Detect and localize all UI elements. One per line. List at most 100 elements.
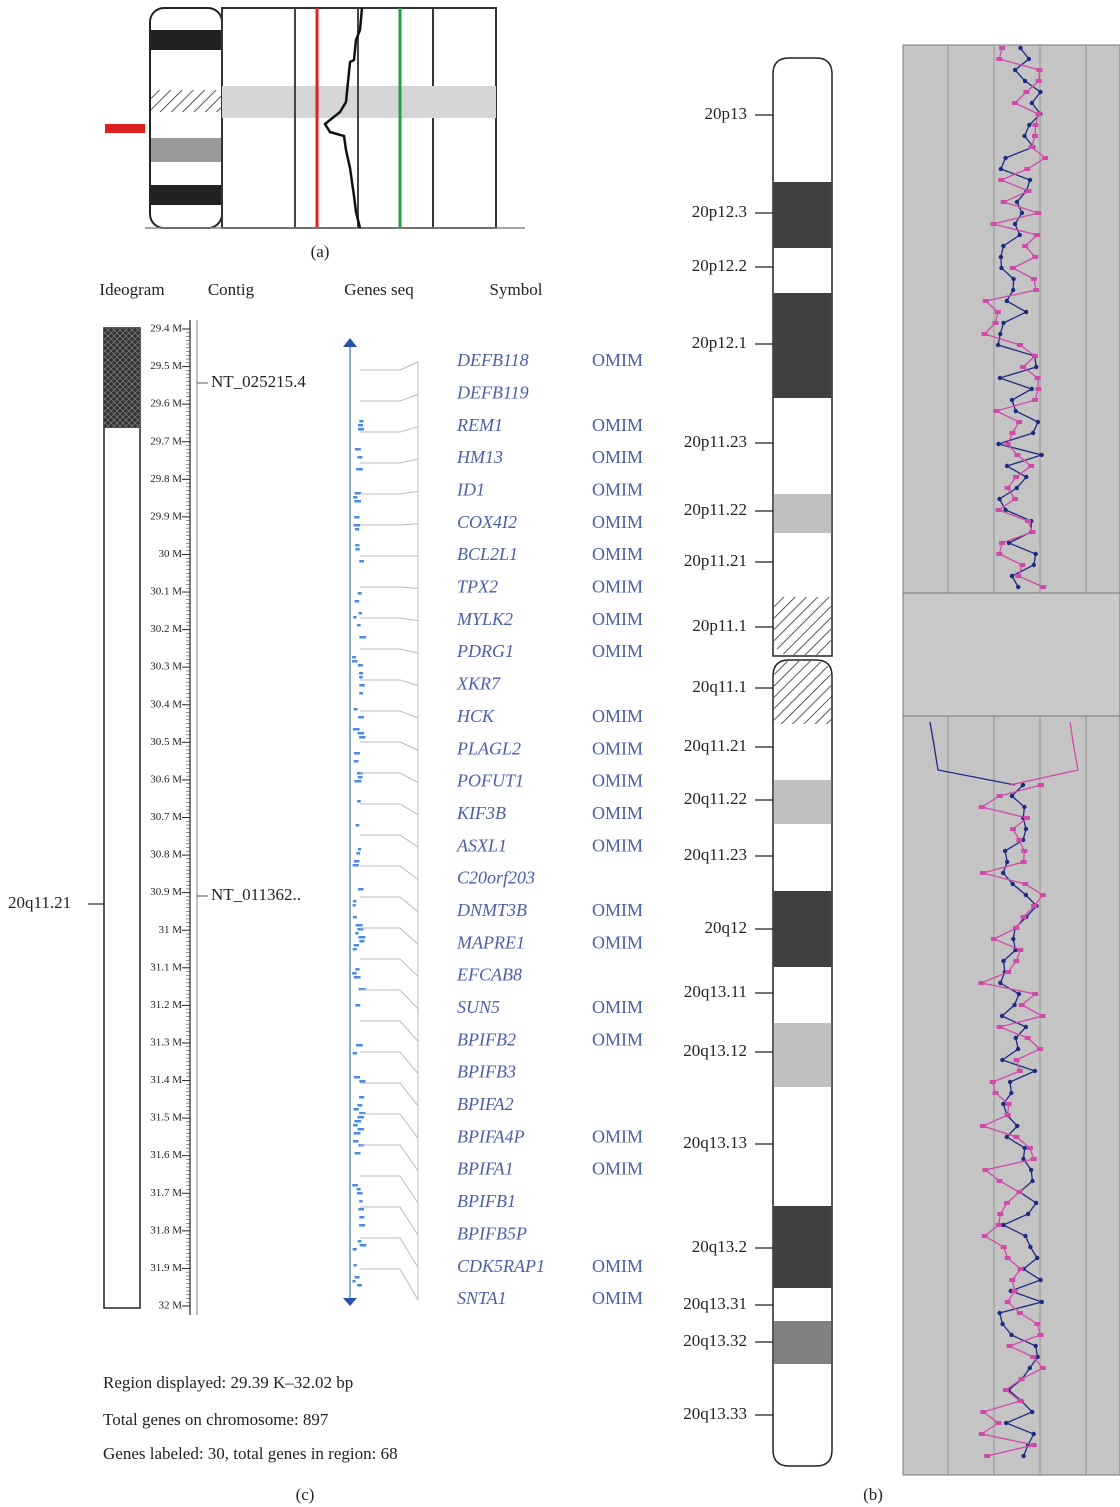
trace-point	[1020, 860, 1027, 864]
scale-label: 30.3 M	[150, 661, 182, 673]
trace-point	[1011, 101, 1018, 105]
trace-point	[1037, 783, 1044, 787]
omim-link[interactable]: OMIM	[592, 447, 643, 467]
gene-connector	[360, 772, 419, 783]
gene-symbol: COX4I2	[457, 512, 517, 532]
omim-link[interactable]: OMIM	[592, 480, 643, 500]
trace-point	[1004, 1201, 1011, 1205]
arrow	[343, 338, 357, 347]
gene-connector	[360, 834, 419, 848]
trace-point	[1023, 1024, 1029, 1030]
seq-blip	[353, 524, 361, 527]
omim-link[interactable]: OMIM	[592, 512, 643, 532]
seq-blip	[357, 800, 361, 803]
trace-point	[1024, 474, 1029, 480]
trace-point	[1017, 1399, 1024, 1403]
trace-point	[1011, 936, 1016, 942]
seq-blip	[356, 772, 363, 775]
gene-connector	[360, 927, 419, 945]
trace-point	[1023, 309, 1029, 315]
omim-link[interactable]: OMIM	[592, 738, 643, 758]
trace-point	[1029, 100, 1035, 106]
trace-point	[1004, 1134, 1009, 1140]
seq-blip	[359, 684, 365, 687]
omim-link[interactable]: OMIM	[592, 1159, 643, 1179]
seq-blip	[359, 1200, 363, 1203]
gene-symbol: POFUT1	[456, 771, 524, 791]
omim-link[interactable]: OMIM	[592, 544, 643, 564]
omim-link[interactable]: OMIM	[592, 1288, 643, 1308]
omim-link[interactable]: OMIM	[592, 803, 643, 823]
footer-line: Total genes on chromosome: 897	[103, 1410, 329, 1429]
column-header: Contig	[208, 280, 255, 299]
trace-point	[1026, 56, 1032, 62]
trace-point	[1013, 1135, 1020, 1139]
trace-point	[1022, 1145, 1027, 1151]
omim-link[interactable]: OMIM	[592, 997, 643, 1017]
omim-link[interactable]: OMIM	[592, 641, 643, 661]
trace-point	[1023, 826, 1029, 832]
gene-symbol: BPIFB5P	[457, 1223, 527, 1243]
trace-point	[1035, 387, 1042, 391]
trace-point	[1010, 287, 1016, 293]
trace-point	[997, 496, 1002, 502]
gene-symbol: BPIFA4P	[457, 1126, 525, 1146]
trace-point	[995, 1223, 1002, 1227]
trace-point	[1031, 562, 1036, 568]
trace-point	[1013, 408, 1018, 414]
contig-label: NT_011362..	[211, 885, 301, 904]
band	[773, 494, 832, 533]
seq-blip	[359, 676, 363, 679]
seq-blip	[357, 592, 362, 595]
gene-connector	[360, 586, 419, 589]
gene-connector	[360, 617, 419, 622]
trace-point	[1004, 298, 1010, 304]
omim-link[interactable]: OMIM	[592, 350, 643, 370]
band-label: 20p11.21	[684, 551, 747, 570]
gene-symbol: TPX2	[457, 577, 498, 597]
omim-link[interactable]: OMIM	[592, 1126, 643, 1146]
trace-point	[1039, 893, 1046, 897]
trace-point	[1004, 486, 1011, 490]
seq-blip	[359, 1112, 366, 1115]
seq-blip	[354, 1276, 360, 1279]
trace-point	[1016, 584, 1021, 590]
seq-blip	[353, 860, 360, 863]
trace-point	[1011, 276, 1016, 282]
trace-point	[1006, 540, 1012, 546]
gene-connector	[360, 679, 419, 686]
omim-link[interactable]: OMIM	[592, 609, 643, 629]
omim-link[interactable]: OMIM	[592, 1256, 643, 1276]
omim-link[interactable]: OMIM	[592, 415, 643, 435]
scale-label: 30.2 M	[150, 623, 182, 635]
trace-point	[1023, 90, 1030, 94]
trace-point	[1013, 1058, 1020, 1062]
trace-point	[1024, 167, 1031, 171]
trace-point	[1000, 1057, 1005, 1063]
trace-point	[1014, 453, 1021, 457]
omim-link[interactable]: OMIM	[592, 706, 643, 726]
trace-point	[1016, 838, 1023, 842]
trace-point	[990, 937, 997, 941]
seq-blip	[357, 456, 363, 459]
gene-connector	[360, 803, 419, 816]
band	[773, 891, 832, 967]
omim-link[interactable]: OMIM	[592, 900, 643, 920]
seq-blip	[354, 528, 360, 531]
seq-blip	[352, 1140, 359, 1143]
gene-symbol: PLAGL2	[456, 738, 521, 758]
scale-label: 29.7 M	[150, 435, 182, 447]
omim-link[interactable]: OMIM	[592, 1029, 643, 1049]
trace-point	[1025, 1211, 1031, 1217]
seq-blip	[357, 664, 363, 667]
trace-point	[1030, 1443, 1037, 1447]
omim-link[interactable]: OMIM	[592, 835, 643, 855]
gene-symbol: ASXL1	[456, 835, 507, 855]
omim-link[interactable]: OMIM	[592, 932, 643, 952]
omim-link[interactable]: OMIM	[592, 577, 643, 597]
scale-label: 30.1 M	[150, 586, 182, 598]
seq-blip	[355, 1044, 363, 1047]
gene-symbol: ID1	[456, 480, 485, 500]
trace-point	[1035, 112, 1042, 116]
omim-link[interactable]: OMIM	[592, 771, 643, 791]
